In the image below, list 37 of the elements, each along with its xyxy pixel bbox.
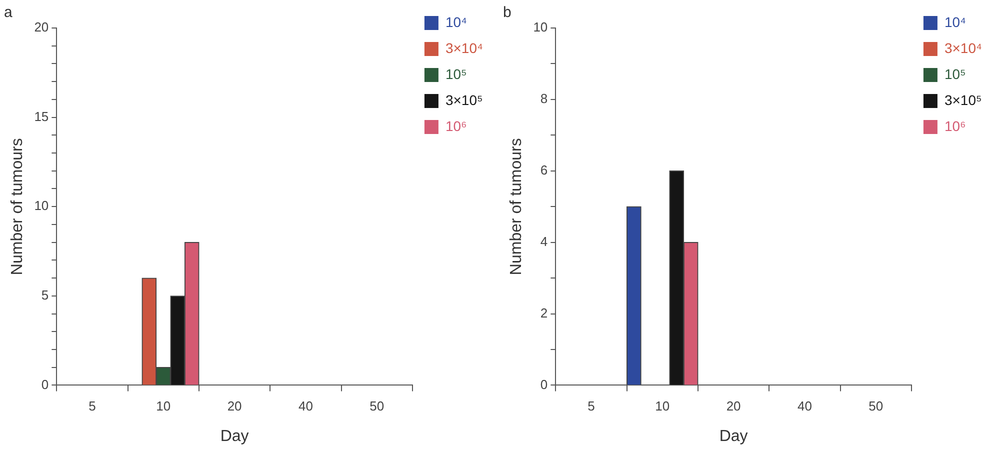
y-tick-label: 4 <box>540 234 548 249</box>
legend-label: 3×10⁴ <box>944 40 982 56</box>
legend-label: 3×10⁵ <box>445 92 483 108</box>
x-tick-label: 10 <box>156 398 171 414</box>
y-tick-label: 10 <box>533 20 548 35</box>
legend-label: 10⁵ <box>944 66 966 82</box>
y-tick-label: 0 <box>540 376 548 392</box>
x-tick-label: 5 <box>588 398 595 414</box>
y-tick-label: 15 <box>34 108 49 124</box>
y-axis-title: Number of tumours <box>9 138 26 276</box>
legend-label: 10⁵ <box>445 66 467 82</box>
chart-title: b <box>503 4 512 22</box>
x-tick-label: 40 <box>797 398 812 414</box>
y-tick-label: 5 <box>41 287 49 302</box>
x-tick-label: 50 <box>370 398 384 414</box>
x-axis-title: Day <box>220 428 249 445</box>
y-tick-label: 8 <box>540 91 548 106</box>
legend-label: 3×10⁴ <box>445 40 484 56</box>
y-tick-label: 10 <box>34 198 49 214</box>
y-tick-label: 2 <box>540 305 548 320</box>
legend-label: 10⁶ <box>445 118 467 134</box>
chart-title: a <box>4 4 13 22</box>
x-axis-title: Day <box>719 428 748 445</box>
x-tick-label: 20 <box>726 398 741 414</box>
legend-label: 10⁶ <box>944 118 966 134</box>
x-tick-label: 50 <box>868 398 884 414</box>
x-tick-label: 40 <box>298 398 313 414</box>
legend-label: 10⁴ <box>445 14 468 30</box>
legend-label: 10⁴ <box>944 14 966 30</box>
x-tick-label: 5 <box>88 398 96 414</box>
x-tick-label: 10 <box>655 398 670 414</box>
y-tick-label: 20 <box>34 20 49 35</box>
legend-label: 3×10⁵ <box>944 92 982 108</box>
y-axis-title: Number of tumours <box>508 138 526 276</box>
y-tick-label: 0 <box>41 376 49 392</box>
x-tick-label: 20 <box>227 398 242 414</box>
y-tick-label: 6 <box>540 162 548 178</box>
